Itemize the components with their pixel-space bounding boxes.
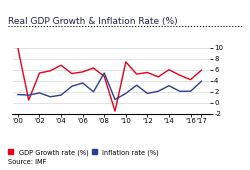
- Text: Real GDP Growth & Inflation Rate (%): Real GDP Growth & Inflation Rate (%): [8, 17, 177, 26]
- Legend: GDP Growth rate (%), Inflation rate (%): GDP Growth rate (%), Inflation rate (%): [8, 149, 159, 156]
- Text: Source: IMF: Source: IMF: [8, 159, 46, 165]
